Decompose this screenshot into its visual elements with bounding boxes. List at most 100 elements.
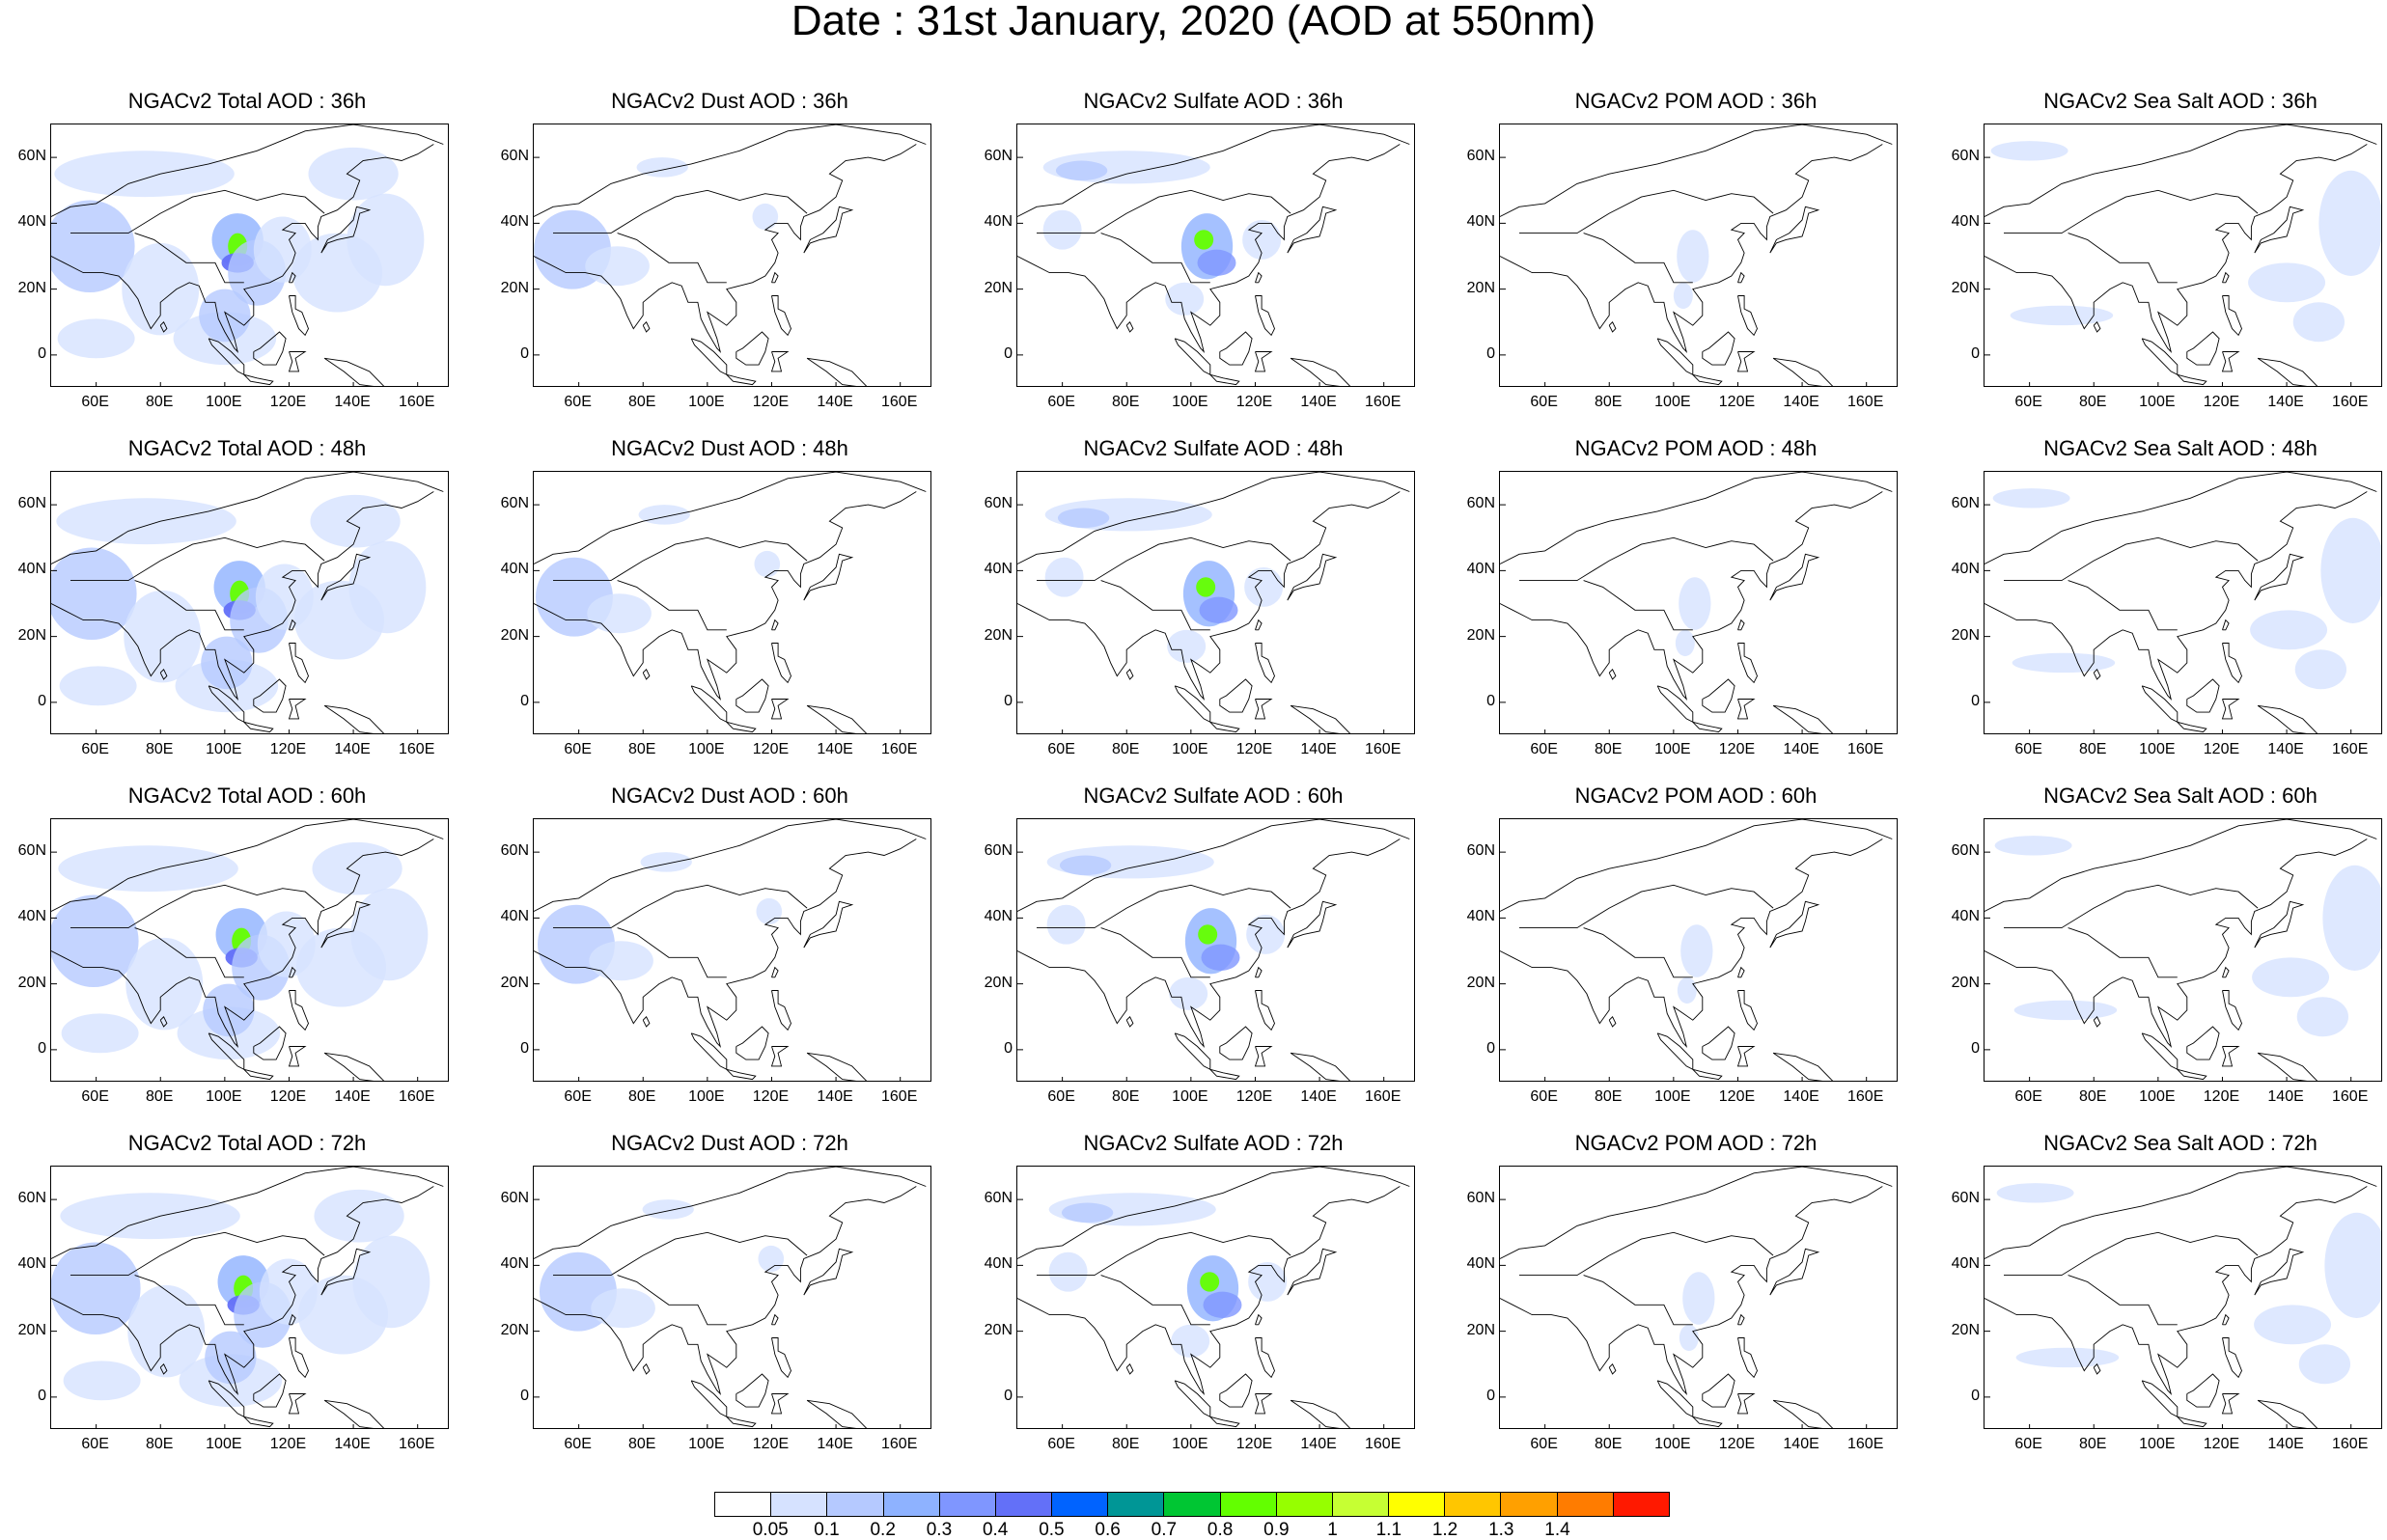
map-panel-sulfate-36h: NGACv2 Sulfate AOD : 36h 60N 40N 20N 0 60E 80E… — [985, 89, 1416, 410]
lon-tick-label: 80E — [628, 741, 656, 757]
lon-tick-label: 80E — [1595, 1436, 1623, 1452]
colorbar-segment-7 — [1108, 1493, 1165, 1516]
coastline-3 — [803, 900, 854, 949]
lon-tick-label: 140E — [1783, 1088, 1819, 1105]
aod-shade-1 — [1673, 282, 1693, 310]
coastline-7 — [726, 373, 757, 386]
coastline-9 — [1736, 1393, 1756, 1415]
coastline-5 — [2222, 295, 2242, 337]
coastline-0 — [534, 819, 927, 912]
coastline-11 — [1100, 927, 1210, 978]
aod-map-svg — [1017, 124, 1410, 386]
lat-tick-label: 60N — [17, 495, 46, 512]
coastline-0 — [1500, 1167, 1893, 1259]
coastline-2 — [1608, 321, 1617, 333]
coastline-12 — [70, 536, 325, 582]
lat-tick-label: 40N — [984, 1255, 1013, 1273]
map-plot-area — [50, 124, 449, 387]
coastline-1 — [1985, 491, 2368, 701]
coastline-8 — [253, 1026, 287, 1060]
lat-tick-label: 60N — [17, 148, 46, 165]
coastline-3 — [1287, 553, 1338, 601]
panel-title: NGACv2 Dust AOD : 36h — [611, 89, 848, 113]
coastline-9 — [1254, 1393, 1273, 1415]
lat-tick-label: 0 — [1004, 1039, 1013, 1057]
lat-tick-label: 60N — [1466, 842, 1495, 860]
aod-map-svg — [1985, 472, 2381, 733]
coastline-11 — [1583, 927, 1693, 978]
map-plot-area — [533, 818, 931, 1082]
lat-tick-label: 40N — [1951, 213, 1980, 231]
coastline-11 — [2068, 580, 2178, 631]
lon-tick-label: 160E — [2332, 394, 2369, 410]
lat-tick-label: 40N — [1466, 213, 1495, 231]
map-panel-dust-48h: NGACv2 Dust AOD : 48h 60N 40N 20N 0 60E 80E 100… — [501, 436, 932, 757]
lon-tick-label: 80E — [628, 394, 656, 410]
colorbar-tick-label: 0.4 — [982, 1520, 1009, 1540]
aod-shade-6 — [1042, 209, 1082, 250]
coastline-6 — [1656, 1032, 1694, 1071]
lon-tick-label: 160E — [1847, 394, 1884, 410]
coastline-9 — [288, 1393, 307, 1415]
aod-map-svg — [51, 472, 444, 733]
aod-shade-1 — [51, 200, 135, 293]
aod-shade-9 — [348, 540, 427, 634]
aod-shade-11 — [63, 1361, 141, 1401]
coastline-6 — [690, 1380, 728, 1418]
coastline-5 — [289, 1337, 309, 1379]
lon-tick-label: 60E — [81, 1436, 109, 1452]
coastline-2 — [2093, 1363, 2101, 1375]
coastline-5 — [2222, 1337, 2242, 1379]
colorbar-segment-5 — [995, 1493, 1053, 1516]
colorbar-segment-3 — [883, 1493, 940, 1516]
aod-shade-3 — [1200, 1272, 1220, 1292]
map-plot-area — [1499, 818, 1898, 1082]
lat-tick-label: 20N — [17, 279, 46, 296]
lat-tick-label: 20N — [1466, 1321, 1495, 1338]
lat-tick-label: 20N — [984, 974, 1013, 991]
map-plot-area — [1499, 124, 1898, 387]
lat-tick-label: 0 — [38, 344, 46, 362]
lon-tick-label: 160E — [399, 394, 435, 410]
coastline-6 — [2141, 1032, 2179, 1071]
coastline-3 — [320, 900, 372, 949]
aod-shade-2 — [125, 937, 204, 1031]
lat-tick-label: 0 — [1971, 1039, 1980, 1057]
coastline-1 — [51, 144, 434, 354]
coastline-0 — [534, 472, 927, 564]
coastline-8 — [1219, 1373, 1253, 1408]
coastline-12 — [2004, 1231, 2259, 1277]
lon-tick-label: 60E — [1530, 1436, 1558, 1452]
lat-tick-label: 0 — [1486, 1387, 1495, 1404]
lat-tick-label: 20N — [17, 626, 46, 644]
aod-shade-3 — [2292, 302, 2345, 343]
lon-tick-label: 140E — [334, 394, 371, 410]
map-panel-dust-72h: NGACv2 Dust AOD : 72h 60N 40N 20N 0 60E 80E 100… — [501, 1131, 932, 1452]
lat-tick-label: 40N — [1466, 561, 1495, 578]
aod-shade-0 — [2324, 1212, 2381, 1318]
coastline-5 — [771, 643, 791, 684]
figure-title: Date : 31st January, 2020 (AOD at 550nm) — [791, 0, 1596, 44]
map-plot-area — [1016, 1166, 1415, 1429]
coastline-8 — [1219, 1026, 1253, 1060]
aod-shade-1 — [2250, 610, 2328, 650]
panel-title: NGACv2 Total AOD : 72h — [127, 1131, 367, 1155]
aod-shade-1 — [2252, 957, 2330, 998]
coastline-8 — [2186, 1026, 2220, 1060]
panel-title: NGACv2 Sulfate AOD : 48h — [1083, 436, 1344, 460]
aod-map-svg — [534, 819, 927, 1081]
coastline-12 — [553, 1231, 808, 1277]
aod-shade-3 — [2296, 997, 2349, 1037]
lon-tick-label: 160E — [1365, 1436, 1402, 1452]
lat-tick-label: 40N — [984, 213, 1013, 231]
lon-tick-label: 160E — [1847, 1088, 1884, 1105]
coastline-0 — [51, 472, 444, 564]
map-panel-total-72h: NGACv2 Total AOD : 72h 60N 40N 20N 0 60E 80E 10… — [18, 1131, 450, 1452]
coastline-11 — [1583, 233, 1693, 284]
lon-tick-label: 100E — [206, 1088, 242, 1105]
coastline-8 — [736, 1373, 769, 1408]
lon-tick-label: 120E — [1235, 1436, 1273, 1452]
lon-tick-label: 140E — [2267, 1088, 2304, 1105]
lat-tick-label: 60N — [17, 842, 46, 860]
aod-map-svg — [1017, 472, 1410, 733]
